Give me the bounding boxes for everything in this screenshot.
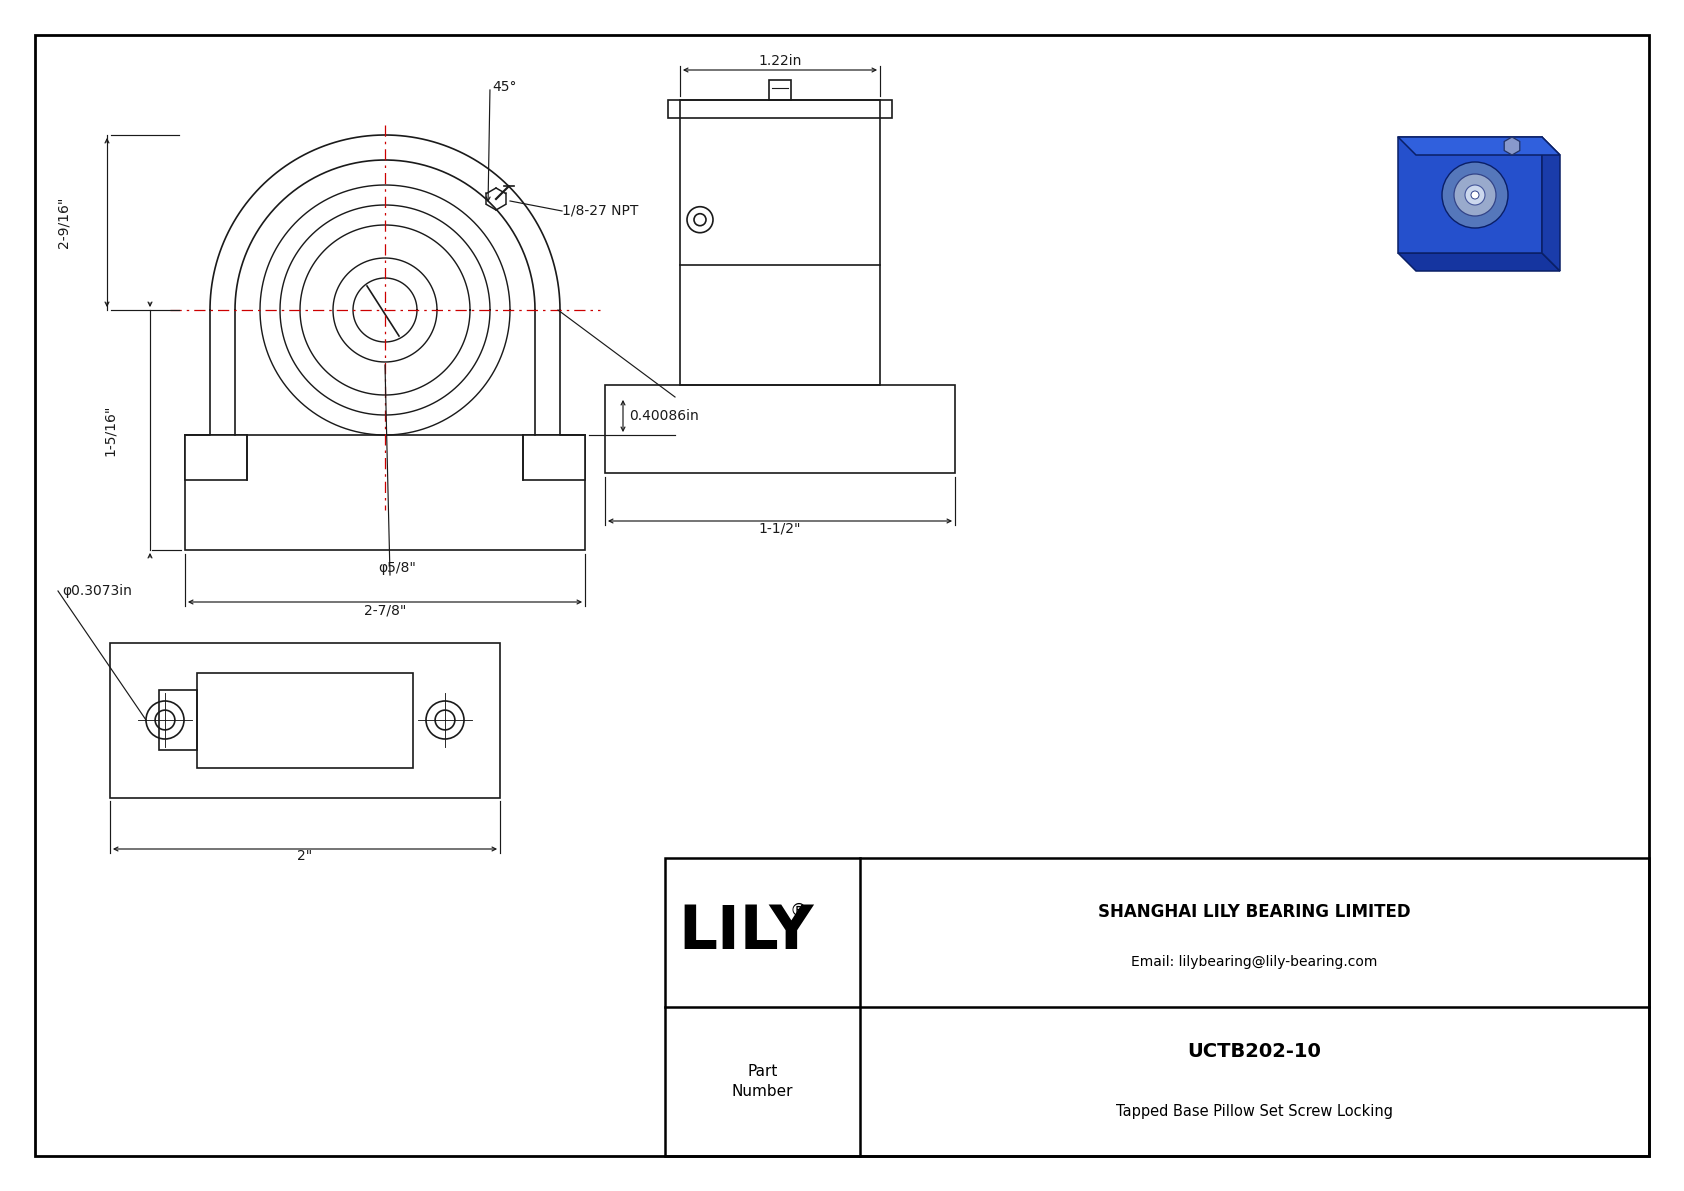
Bar xyxy=(605,385,955,473)
Bar xyxy=(197,673,413,768)
Text: φ5/8": φ5/8" xyxy=(379,561,416,575)
Bar xyxy=(109,643,500,798)
Text: 45°: 45° xyxy=(492,80,517,94)
Circle shape xyxy=(1442,162,1507,227)
Text: 1-5/16": 1-5/16" xyxy=(103,404,116,456)
Polygon shape xyxy=(1504,137,1519,155)
Text: UCTB202-10: UCTB202-10 xyxy=(1187,1042,1322,1061)
Text: Email: lilybearing@lily-bearing.com: Email: lilybearing@lily-bearing.com xyxy=(1132,955,1378,969)
Polygon shape xyxy=(1398,137,1543,252)
Bar xyxy=(185,435,248,480)
Circle shape xyxy=(1472,191,1479,199)
Bar xyxy=(680,100,881,385)
Text: 2": 2" xyxy=(298,849,313,863)
Circle shape xyxy=(1465,185,1485,205)
Bar xyxy=(665,858,1649,1156)
Bar xyxy=(524,435,584,480)
Text: Tapped Base Pillow Set Screw Locking: Tapped Base Pillow Set Screw Locking xyxy=(1116,1104,1393,1118)
Text: 0.40086in: 0.40086in xyxy=(630,409,699,423)
Bar xyxy=(669,100,893,118)
Text: 1-1/2": 1-1/2" xyxy=(759,520,802,535)
Polygon shape xyxy=(1543,137,1559,272)
Text: LILY: LILY xyxy=(679,903,815,962)
Text: Part
Number: Part Number xyxy=(733,1064,793,1099)
Text: 2-7/8": 2-7/8" xyxy=(364,604,406,618)
Text: SHANGHAI LILY BEARING LIMITED: SHANGHAI LILY BEARING LIMITED xyxy=(1098,903,1411,921)
Bar xyxy=(185,435,584,550)
Text: φ0.3073in: φ0.3073in xyxy=(62,584,131,598)
Polygon shape xyxy=(1398,137,1559,155)
Text: ®: ® xyxy=(790,902,808,919)
Text: 1/8-27 NPT: 1/8-27 NPT xyxy=(562,204,638,218)
Text: 2-9/16": 2-9/16" xyxy=(56,197,71,248)
Circle shape xyxy=(1453,174,1495,216)
Polygon shape xyxy=(1398,252,1559,272)
Bar xyxy=(158,690,197,750)
Text: 1.22in: 1.22in xyxy=(758,54,802,68)
Bar xyxy=(770,80,791,100)
